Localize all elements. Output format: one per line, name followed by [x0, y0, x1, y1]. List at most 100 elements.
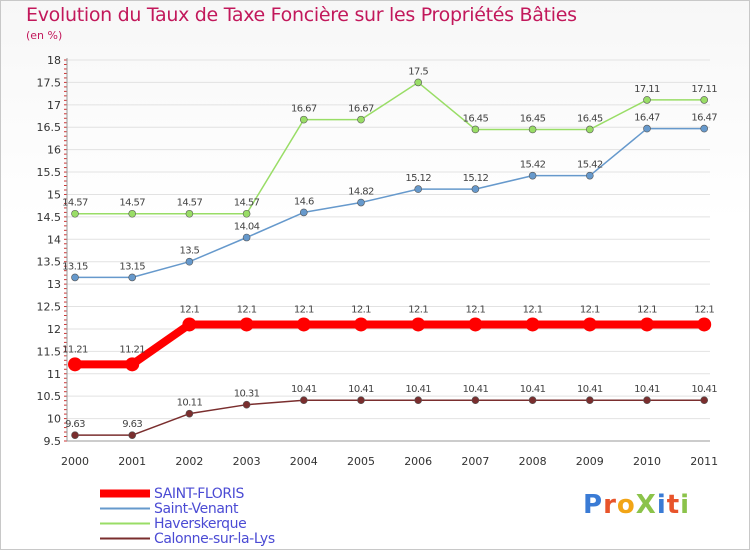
- data-point: [700, 124, 709, 133]
- logo-letter: o: [616, 490, 636, 520]
- y-tick-label: 12.5: [37, 301, 62, 314]
- data-point: [528, 171, 537, 180]
- data-point: [411, 317, 426, 332]
- data-label: 15.12: [405, 173, 431, 184]
- logo-letter: P: [583, 490, 604, 520]
- data-label: 10.41: [691, 384, 717, 395]
- data-point: [239, 317, 254, 332]
- data-point: [414, 396, 423, 405]
- logo-letter: t: [666, 490, 681, 520]
- data-point: [357, 115, 365, 124]
- data-label: 17.11: [691, 84, 717, 95]
- data-label: 16.45: [463, 113, 489, 124]
- legend-label: SAINT-FLORIS: [154, 485, 244, 502]
- x-tick-label: 2010: [633, 455, 661, 468]
- data-point: [414, 78, 423, 87]
- series-line: [75, 81, 705, 215]
- data-label: 12.1: [179, 304, 199, 315]
- y-tick-label: 11: [47, 368, 61, 381]
- data-label: 16.45: [520, 113, 546, 124]
- x-tick-label: 2000: [61, 455, 89, 468]
- data-point: [182, 317, 197, 332]
- data-label: 12.1: [237, 304, 257, 315]
- data-point: [68, 357, 82, 372]
- x-tick-label: 2001: [118, 455, 146, 468]
- data-label: 13.15: [119, 261, 145, 272]
- data-point: [71, 431, 79, 439]
- legend-label: Calonne-sur-la-Lys: [154, 530, 275, 547]
- data-label: 10.41: [463, 384, 489, 395]
- y-tick-label: 12: [47, 323, 61, 336]
- data-point: [128, 431, 136, 439]
- data-label: 14.57: [177, 198, 203, 209]
- y-tick-label: 14.5: [37, 211, 62, 224]
- y-tick-label: 9.5: [44, 435, 62, 448]
- legend-item: SAINT-FLORIS: [100, 485, 275, 502]
- data-point: [299, 208, 308, 217]
- x-tick-label: 2009: [576, 455, 604, 468]
- x-tick-label: 2003: [233, 455, 261, 468]
- y-tick-label: 18: [47, 54, 61, 67]
- data-label: 13.15: [62, 261, 88, 272]
- y-tick-label: 14: [47, 233, 61, 246]
- data-label: 12.1: [637, 304, 657, 315]
- proxiti-logo: ProXiti: [583, 490, 690, 520]
- data-point: [299, 396, 308, 405]
- data-label: 11.21: [119, 344, 145, 355]
- data-point: [128, 273, 136, 282]
- y-tick-label: 16: [47, 144, 61, 157]
- legend-swatch: [100, 507, 150, 510]
- data-label: 12.1: [351, 304, 371, 315]
- data-point: [414, 185, 423, 193]
- x-tick-label: 2007: [461, 455, 489, 468]
- data-label: 14.57: [62, 198, 88, 209]
- y-tick-label: 10: [47, 413, 61, 426]
- data-point: [354, 317, 368, 332]
- data-point: [643, 396, 651, 405]
- data-label: 10.41: [520, 384, 546, 395]
- legend-item: Calonne-sur-la-Lys: [100, 530, 275, 547]
- legend-swatch: [100, 537, 150, 540]
- data-label: 10.41: [634, 384, 660, 395]
- legend-swatch: [100, 489, 150, 498]
- data-label: 14.82: [348, 187, 374, 198]
- logo-letter: i: [680, 490, 691, 520]
- data-label: 16.67: [291, 104, 317, 115]
- data-point: [125, 357, 140, 372]
- legend-item: Haverskerque: [100, 516, 275, 532]
- series-line: [75, 320, 705, 369]
- data-label: 17.11: [634, 84, 660, 95]
- data-point: [242, 400, 251, 409]
- y-tick-label: 17.5: [37, 76, 62, 89]
- data-label: 14.6: [294, 196, 314, 207]
- data-label: 12.1: [408, 304, 428, 315]
- data-point: [582, 317, 597, 332]
- data-point: [357, 198, 365, 207]
- y-tick-label: 11.5: [37, 345, 62, 358]
- x-tick-label: 2008: [519, 455, 547, 468]
- data-point: [128, 209, 136, 218]
- data-label: 15.42: [577, 160, 603, 171]
- logo-letter: r: [603, 490, 617, 520]
- data-point: [357, 396, 365, 405]
- data-label: 10.41: [405, 384, 431, 395]
- data-label: 15.42: [520, 160, 546, 171]
- x-tick-label: 2004: [290, 455, 318, 468]
- data-point: [185, 209, 194, 218]
- data-label: 12.1: [465, 304, 485, 315]
- data-point: [299, 115, 308, 124]
- x-tick-label: 2005: [347, 455, 375, 468]
- data-point: [528, 396, 537, 405]
- y-tick-label: 17: [47, 99, 61, 112]
- x-tick-label: 2006: [404, 455, 432, 468]
- y-tick-label: 13.5: [37, 256, 62, 269]
- data-label: 12.1: [580, 304, 600, 315]
- data-label: 10.41: [577, 384, 603, 395]
- y-tick-label: 15: [47, 188, 61, 201]
- logo-letter: i: [656, 490, 667, 520]
- y-tick-label: 16.5: [37, 121, 62, 134]
- legend: SAINT-FLORIS Saint-Venant Haverskerque C…: [100, 485, 275, 547]
- data-point: [585, 125, 594, 134]
